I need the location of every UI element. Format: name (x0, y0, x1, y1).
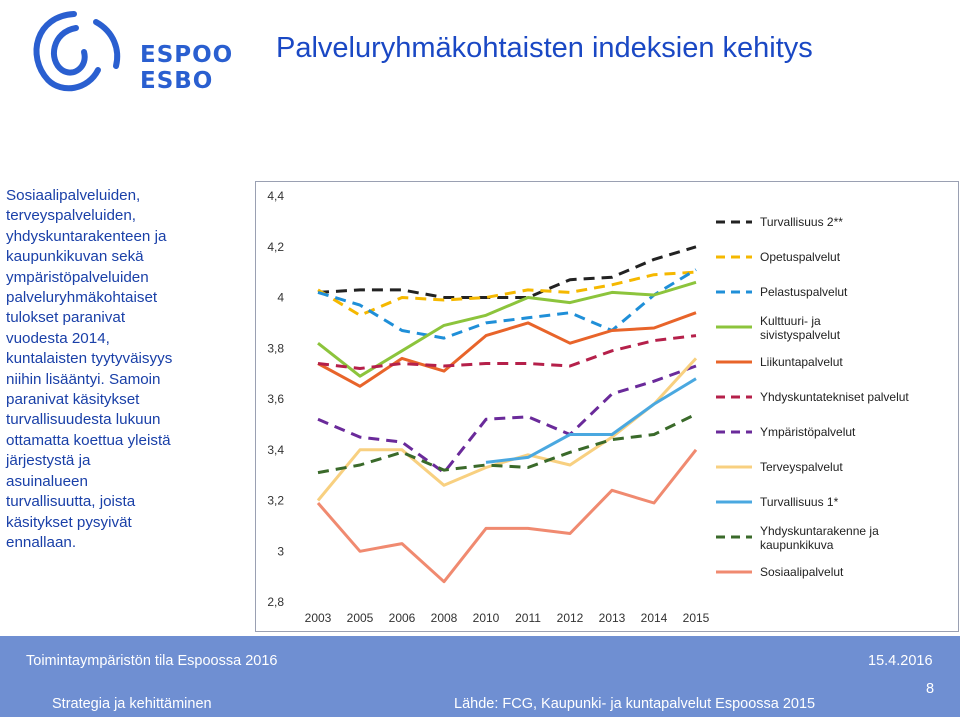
body-text-line: järjestystä ja (6, 452, 91, 470)
series-line (317, 280, 697, 378)
y-tick-label: 3,4 (267, 443, 284, 457)
y-tick-label: 4,2 (267, 240, 284, 254)
x-tick-label: 2006 (389, 611, 416, 625)
chart-frame: 2,8 3 3,2 3,4 3,6 3,8 4 4,2 4,4 2003 2005 2006 2008 2… (255, 181, 959, 632)
x-tick-label: 2005 (347, 611, 374, 625)
footer-date: 15.4.2016 (868, 653, 933, 669)
footer-department: Strategia ja kehittäminen (52, 696, 212, 712)
body-text-line: yhdyskuntarakenteen ja (6, 227, 167, 245)
logo-line-esbo: ESBO (140, 68, 214, 94)
y-tick-label: 3 (277, 544, 284, 558)
footer-source: Lähde: FCG, Kaupunki- ja kuntapalvelut E… (454, 696, 816, 712)
legend-label: Kulttuuri- ja sivistyspalvelut (760, 314, 841, 342)
legend-label-line: sivistyspalvelut (760, 328, 841, 342)
espoo-logo: ESPOO ESBO (18, 6, 232, 102)
footer-bar: Toimintaympäristön tila Espoossa 2016 15… (0, 636, 960, 717)
series-line (317, 268, 697, 340)
x-tick-label: 2010 (473, 611, 500, 625)
x-tick-label: 2014 (641, 611, 668, 625)
body-text-line: ennallaan. (6, 533, 77, 551)
y-tick-label: 2,8 (267, 595, 284, 609)
body-text-line: kaupunkikuvan sekä (6, 248, 144, 266)
legend-label-line: Yhdyskuntarakenne ja (760, 524, 879, 538)
body-text-line: tulokset paranivat (6, 309, 126, 327)
body-text-line: käsitykset pysyivät (6, 513, 132, 531)
legend-label: Ympäristöpalvelut (760, 425, 856, 439)
series-line (485, 377, 697, 464)
logo-line-espoo: ESPOO (140, 42, 234, 68)
x-tick-label: 2011 (515, 611, 541, 625)
page-title: Palveluryhmäkohtaisten indeksien kehitys (276, 32, 813, 64)
body-text-line: kuntalaisten tyytyväisyys (6, 350, 173, 368)
legend-label: Turvallisuus 1* (760, 495, 839, 509)
y-tick-label: 3,6 (267, 392, 284, 406)
body-text-line: ympäristöpalveluiden (6, 268, 149, 286)
body-text-line: paranivat käsitykset (6, 391, 140, 409)
body-text-line: asuinalueen (6, 472, 88, 490)
series-line (317, 311, 697, 388)
y-tick-label: 3,2 (267, 494, 284, 508)
footer-title: Toimintaympäristön tila Espoossa 2016 (26, 653, 278, 669)
legend-label: Sosiaalipalvelut (760, 565, 844, 579)
legend-label: Turvallisuus 2** (760, 215, 843, 229)
body-text-line: Sosiaalipalveluiden, (6, 187, 141, 204)
legend-label: Liikuntapalvelut (760, 355, 843, 369)
body-text-line: turvallisuudesta lukuun (6, 411, 161, 429)
body-text-line: turvallisuutta, joista (6, 493, 136, 511)
legend-label-line: kaupunkikuva (760, 538, 834, 552)
body-text-line: niihin lisääntyi. Samoin (6, 370, 161, 388)
series-line (316, 448, 698, 584)
body-text-line: vuodesta 2014, (6, 329, 110, 347)
line-chart: 2,8 3 3,2 3,4 3,6 3,8 4 4,2 4,4 2003 2005 2006 2008 2… (267, 189, 909, 625)
y-tick-label: 4,4 (267, 189, 284, 203)
y-tick-label: 3,8 (267, 341, 284, 355)
legend-label: Pelastuspalvelut (760, 285, 848, 299)
legend-label: Terveyspalvelut (760, 460, 843, 474)
body-text-line: terveyspalveluiden, (6, 207, 137, 225)
series-line (317, 270, 697, 317)
legend-label: Opetuspalvelut (760, 250, 841, 264)
series-line (316, 357, 698, 502)
y-tick-label: 4 (277, 291, 284, 305)
legend-label: Yhdyskuntatekniset palvelut (760, 390, 909, 404)
x-tick-label: 2012 (557, 611, 584, 625)
body-text-line: palveluryhmäkohtaiset (6, 289, 158, 307)
series-line (317, 364, 697, 475)
x-tick-label: 2003 (305, 611, 332, 625)
body-text-line: ottamatta koettua yleistä (6, 431, 171, 449)
x-tick-label: 2008 (431, 611, 458, 625)
x-tick-label: 2015 (683, 611, 710, 625)
logo-wordmark: ESPOO ESBO (140, 42, 233, 94)
legend-label: Yhdyskuntarakenne ja kaupunkikuva (760, 524, 879, 552)
body-text: Sosiaalipalveluiden, terveyspalveluiden, y… (6, 186, 246, 553)
series-line (317, 412, 697, 475)
series-line (317, 334, 697, 370)
legend-label-line: Kulttuuri- ja (760, 314, 821, 328)
x-tick-label: 2013 (599, 611, 626, 625)
series-line (317, 245, 697, 299)
logo-swirl-icon (33, 11, 121, 92)
page-number: 8 (926, 681, 935, 697)
